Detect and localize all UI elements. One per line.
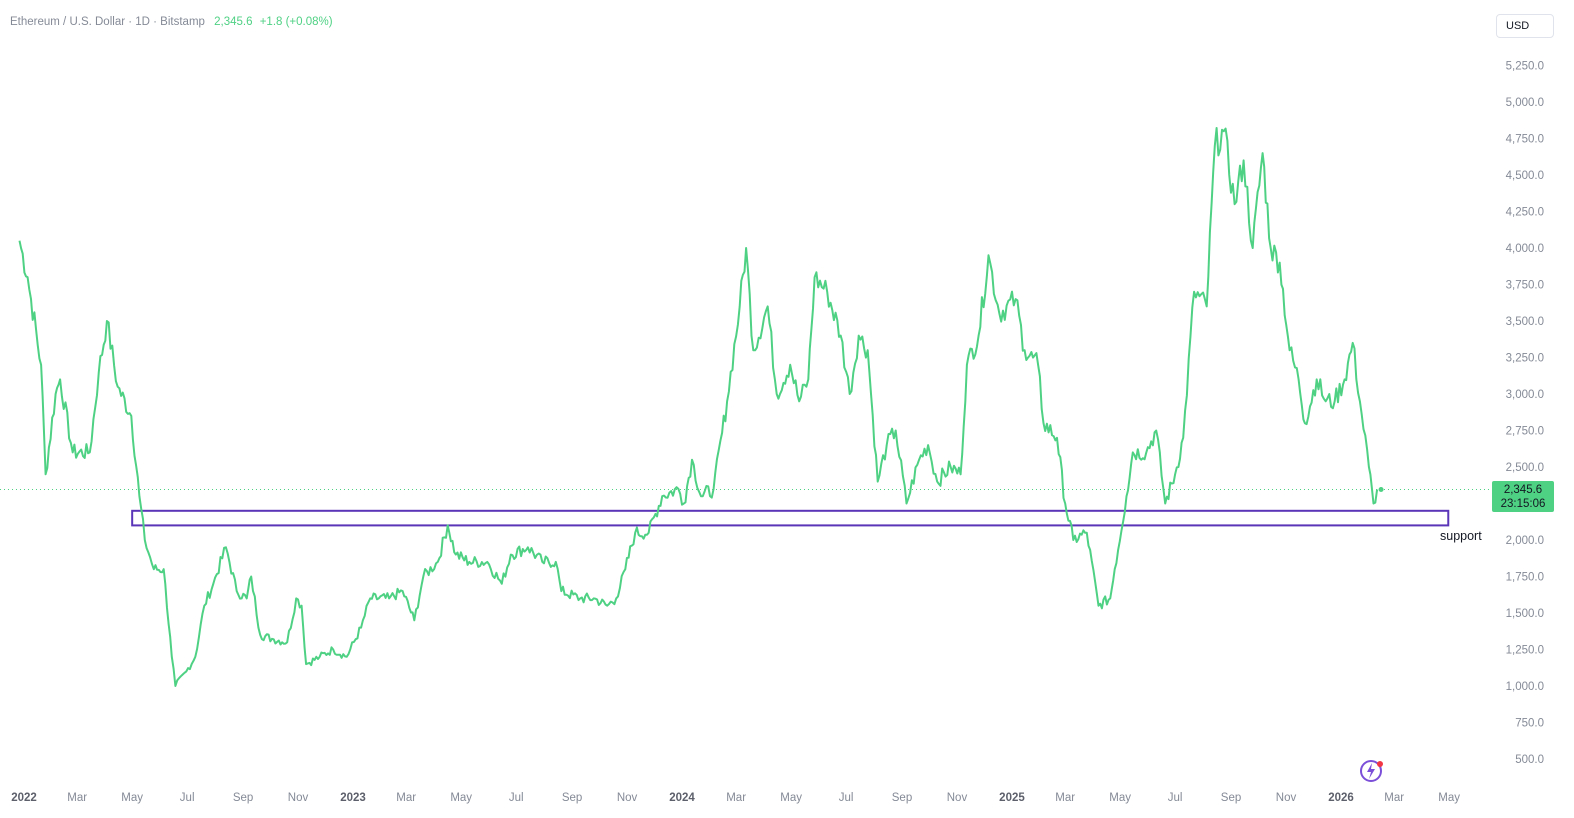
time-tick-label: 2024 [669,792,695,804]
time-tick-label: May [1109,792,1131,804]
time-tick-label: Mar [726,792,746,804]
price-tick-label: 2,750.0 [1506,426,1544,438]
price-tick-label: 3,500.0 [1506,316,1544,328]
price-tick-label: 2,000.0 [1506,535,1544,547]
price-tick-label: 3,000.0 [1506,389,1544,401]
time-tick-label: Mar [1055,792,1075,804]
price-tick-label: 1,750.0 [1506,572,1544,584]
price-line [18,127,1379,687]
price-tick-label: 4,750.0 [1506,134,1544,146]
price-tick-label: 750.0 [1515,718,1544,730]
legend-price: 2,345.6 [214,16,253,28]
time-tick-label: Nov [1276,792,1297,804]
time-tick-label: May [450,792,472,804]
price-tick-label: 4,250.0 [1506,207,1544,219]
time-tick-label: 2023 [340,792,366,804]
symbol-legend: Ethereum / U.S. Dollar · 1D · Bitstamp 2… [10,16,333,28]
time-axis[interactable]: 2022 Mar May Jul Sep Nov 2023 Mar May Jul Sep Nov 20… [11,792,1460,804]
price-tick-label: 4,000.0 [1506,243,1544,255]
price-tick-label: 3,250.0 [1506,353,1544,365]
price-tick-label: 5,250.0 [1506,61,1544,73]
price-tick-label: 2,500.0 [1506,462,1544,474]
time-tick-label: Nov [617,792,638,804]
last-price-value: 2,345.6 [1503,484,1543,496]
last-price-tag: 2,345.6 23:15:06 [1492,481,1554,512]
support-zone[interactable] [131,509,1450,527]
time-tick-label: 2026 [1328,792,1354,804]
time-tick-label: 2022 [11,792,37,804]
symbol-title[interactable]: Ethereum / U.S. Dollar · 1D · Bitstamp [10,16,205,28]
legend-change: +1.8 (+0.08%) [259,16,333,28]
price-tick-label: 3,750.0 [1506,280,1544,292]
price-axis[interactable]: 5,250.0 5,000.0 4,750.0 4,500.0 4,250.0 4,000… [1506,61,1544,767]
time-tick-label: Sep [892,792,912,804]
price-tick-label: 4,500.0 [1506,170,1544,182]
time-tick-label: May [121,792,143,804]
time-tick-label: May [780,792,802,804]
bar-countdown: 23:15:06 [1500,498,1546,510]
time-tick-label: Sep [1221,792,1241,804]
support-label[interactable]: support [1440,529,1482,543]
last-price-dot [1378,487,1384,493]
time-tick-label: Mar [396,792,416,804]
time-tick-label: Mar [1384,792,1404,804]
time-tick-label: Nov [947,792,968,804]
time-tick-label: Nov [288,792,309,804]
price-tick-label: 1,000.0 [1506,681,1544,693]
time-tick-label: 2025 [999,792,1025,804]
time-tick-label: Mar [67,792,87,804]
price-tick-label: 500.0 [1515,754,1544,766]
lightning-flask-icon[interactable] [1357,758,1387,784]
time-tick-label: May [1438,792,1460,804]
time-tick-label: Sep [562,792,582,804]
time-tick-label: Sep [233,792,253,804]
price-tick-label: 1,250.0 [1506,645,1544,657]
time-tick-label: Jul [509,792,524,804]
time-tick-label: Jul [1168,792,1183,804]
price-tick-label: 5,000.0 [1506,97,1544,109]
currency-button[interactable]: USD [1496,14,1554,38]
time-tick-label: Jul [839,792,854,804]
price-tick-label: 1,500.0 [1506,608,1544,620]
time-tick-label: Jul [180,792,195,804]
